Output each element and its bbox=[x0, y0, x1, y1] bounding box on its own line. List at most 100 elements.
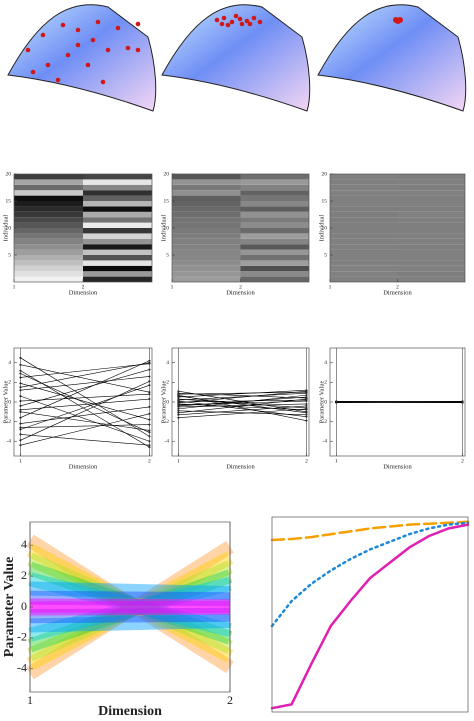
y-axis-label: Parameter Value bbox=[2, 381, 9, 424]
heat-cell bbox=[172, 265, 241, 272]
y-axis-label: Individual bbox=[160, 214, 167, 241]
heat-cell bbox=[330, 276, 398, 282]
parameter-line bbox=[178, 395, 307, 414]
parameter-line bbox=[178, 389, 307, 398]
parameter-line bbox=[28, 572, 232, 637]
series-line bbox=[270, 523, 470, 710]
heat-cell bbox=[240, 228, 309, 234]
heat-cell bbox=[397, 195, 465, 201]
heat-cell bbox=[14, 174, 83, 180]
x-axis-label: Dimension bbox=[98, 704, 162, 719]
y-tick-label: 0 bbox=[8, 399, 11, 405]
heat-cell bbox=[14, 260, 83, 266]
parameter-line bbox=[29, 590, 231, 607]
heat-cell bbox=[83, 184, 152, 191]
surface bbox=[161, 4, 311, 112]
heat-cell bbox=[172, 217, 241, 223]
heat-cell bbox=[397, 222, 465, 228]
y-tick-label: 15 bbox=[164, 198, 170, 204]
y-tick-label: -4 bbox=[17, 661, 27, 675]
heat-cell bbox=[172, 179, 241, 185]
x-tick-label: 2 bbox=[305, 458, 308, 464]
heat-cell bbox=[172, 238, 241, 245]
heat-cell bbox=[397, 255, 465, 261]
heat-cell bbox=[330, 190, 398, 196]
heat-cell bbox=[83, 195, 152, 201]
heat-cell bbox=[172, 228, 241, 234]
parameter-line bbox=[29, 598, 231, 614]
heat-cell bbox=[172, 249, 241, 255]
heat-cell bbox=[83, 222, 152, 228]
parameter-line bbox=[178, 391, 307, 395]
heat-cell bbox=[240, 255, 309, 261]
parameter-line bbox=[178, 405, 307, 416]
parameter-line bbox=[178, 394, 307, 421]
x-axis-label: Dimension bbox=[69, 463, 98, 470]
y-tick-label: 0 bbox=[21, 599, 27, 613]
heat-cell bbox=[83, 211, 152, 218]
y-tick-label: 5 bbox=[8, 252, 11, 258]
parameter-line bbox=[20, 364, 150, 393]
parameter-line bbox=[26, 534, 234, 674]
heat-cell bbox=[330, 201, 398, 207]
y-tick-label: 10 bbox=[322, 225, 328, 231]
y-tick-label: -2 bbox=[164, 419, 169, 425]
heat-cell bbox=[240, 249, 309, 255]
parameter-line bbox=[27, 561, 233, 645]
heat-cell bbox=[83, 265, 152, 272]
parameter-line bbox=[178, 403, 307, 411]
x-axis-label: Dimension bbox=[226, 463, 255, 470]
heat-cell bbox=[14, 195, 83, 201]
heat-cell bbox=[172, 211, 241, 218]
heat-cell bbox=[330, 255, 398, 261]
heat-cell bbox=[240, 233, 309, 239]
y-tick-label: 2 bbox=[8, 380, 11, 386]
heat-cell bbox=[240, 206, 309, 212]
heat-cell bbox=[397, 238, 465, 245]
parameter-line bbox=[29, 581, 231, 601]
sample-point bbox=[135, 21, 141, 27]
heat-cell bbox=[330, 211, 398, 218]
heat-cell bbox=[397, 211, 465, 218]
heat-cell bbox=[14, 238, 83, 245]
heat-cell bbox=[330, 249, 398, 255]
sample-point bbox=[90, 37, 96, 43]
parameter-line bbox=[178, 394, 307, 410]
parameter-line bbox=[20, 434, 150, 446]
heat-cell bbox=[240, 184, 309, 191]
heat-cell bbox=[14, 211, 83, 218]
heat-cell bbox=[397, 260, 465, 266]
parameter-line bbox=[178, 398, 307, 409]
y-axis-label: Parameter Value bbox=[160, 381, 167, 424]
sample-point bbox=[40, 32, 46, 38]
y-tick-label: -4 bbox=[164, 439, 169, 445]
sample-point bbox=[239, 21, 245, 27]
heat-cell bbox=[240, 174, 309, 180]
x-tick-label: 2 bbox=[227, 693, 233, 707]
y-tick-label: -2 bbox=[17, 630, 27, 644]
heat-cell bbox=[240, 190, 309, 196]
heat-cell bbox=[83, 260, 152, 266]
heat-cell bbox=[397, 276, 465, 282]
heat-cell bbox=[330, 222, 398, 228]
sample-point bbox=[214, 17, 220, 23]
parameter-line bbox=[178, 408, 307, 419]
parameter-line bbox=[20, 413, 150, 446]
sample-point bbox=[95, 19, 101, 25]
sample-point bbox=[75, 42, 81, 48]
heat-cell bbox=[397, 217, 465, 223]
heat-cell bbox=[240, 244, 309, 250]
x-tick-label: 1 bbox=[329, 284, 332, 290]
x-tick-label: 1 bbox=[27, 693, 33, 707]
heat-cell bbox=[330, 184, 398, 191]
sample-point bbox=[25, 47, 31, 53]
heat-cell bbox=[240, 222, 309, 228]
plot-frame bbox=[271, 516, 469, 713]
sample-point bbox=[65, 52, 71, 58]
heat-cell bbox=[240, 195, 309, 201]
y-tick-label: 5 bbox=[324, 252, 327, 258]
panel: -4 -2 0 2 4 1 2 Dimension Parameter Value bbox=[2, 347, 153, 470]
heat-cell bbox=[14, 217, 83, 223]
panel: -4 -2 0 2 4 1 2 Dimension Parameter Value bbox=[160, 347, 310, 470]
